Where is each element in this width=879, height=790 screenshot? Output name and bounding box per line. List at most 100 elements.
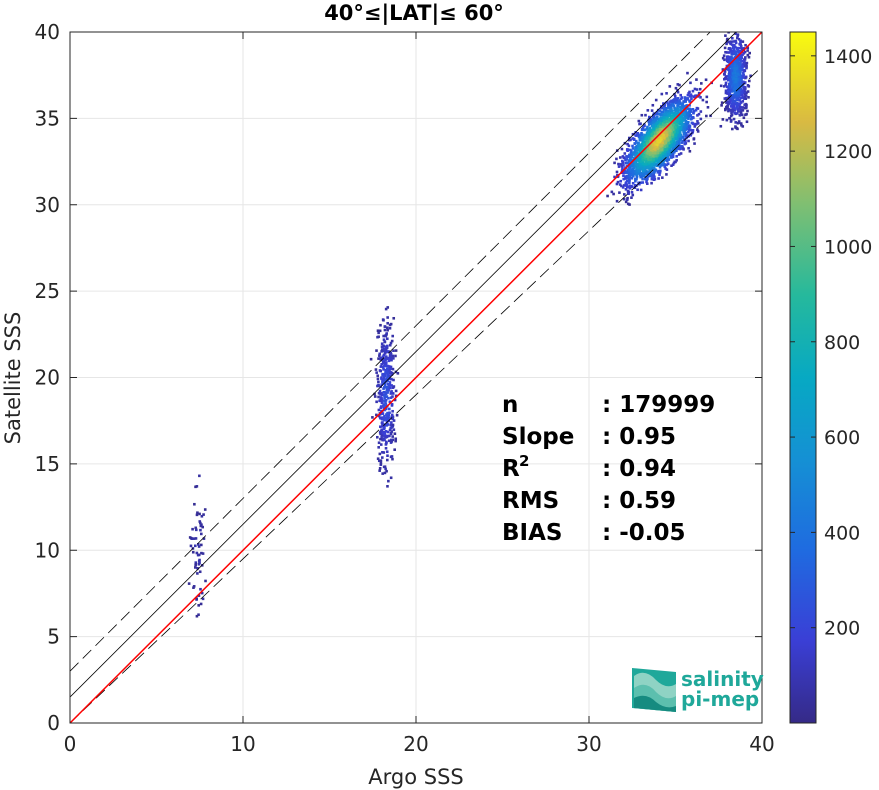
density-cell [670, 115, 673, 118]
density-cell [645, 166, 649, 169]
density-cell [378, 354, 381, 357]
density-cell [663, 112, 667, 116]
density-cell [737, 55, 741, 58]
density-cell [654, 124, 657, 128]
density-cell [674, 86, 678, 90]
density-cell [201, 525, 205, 529]
density-cell [655, 154, 659, 158]
density-cell [390, 384, 393, 387]
density-cell [201, 597, 205, 601]
density-cell [386, 326, 389, 330]
density-cell [688, 107, 691, 111]
density-cell [640, 158, 643, 162]
density-cell [391, 367, 395, 371]
density-cell [383, 349, 387, 353]
density-cell [196, 572, 199, 575]
density-cell [665, 156, 669, 160]
density-cell [622, 174, 625, 177]
density-cell [393, 432, 397, 436]
density-cell [729, 119, 733, 122]
density-cell [631, 147, 635, 150]
density-cell [661, 163, 664, 167]
density-cell [645, 137, 649, 140]
density-cell [659, 164, 663, 167]
density-cell [729, 82, 733, 85]
density-cell [636, 162, 640, 166]
density-cell [393, 448, 396, 451]
density-cell [384, 404, 388, 408]
density-cell [650, 177, 654, 181]
density-cell [377, 446, 380, 449]
density-cell [628, 136, 631, 140]
density-cell [739, 122, 743, 125]
density-cell [379, 365, 383, 368]
density-cell [705, 95, 709, 99]
density-cell [661, 141, 664, 145]
density-cell [740, 47, 744, 50]
density-cell [697, 91, 701, 95]
chart-title: 40°≤|LAT|≤ 60° [324, 1, 504, 26]
density-cell [683, 126, 686, 129]
density-cell [654, 116, 658, 120]
density-cell [194, 537, 198, 540]
density-cell [635, 157, 639, 161]
density-cell [631, 162, 635, 166]
density-cell [659, 121, 663, 124]
density-cell [375, 400, 378, 404]
density-cell [656, 159, 660, 163]
y-tick-label: 25 [35, 279, 60, 303]
density-cell [734, 92, 737, 95]
density-cell [732, 102, 736, 106]
density-cell [382, 334, 385, 338]
density-cell [643, 138, 647, 141]
density-cell [746, 46, 750, 50]
density-cell [384, 402, 388, 405]
density-cell [674, 128, 677, 132]
density-cell [379, 356, 382, 360]
density-cell [726, 78, 730, 82]
density-cell [671, 163, 675, 166]
density-cell [732, 27, 735, 30]
density-cell [628, 153, 631, 157]
density-cell [386, 430, 390, 434]
density-cell [381, 450, 384, 454]
stat-value-rms: : 0.59 [602, 488, 676, 514]
logo-icon [632, 668, 676, 712]
colorbar [789, 31, 817, 724]
density-cell [639, 188, 643, 192]
density-cell [636, 148, 639, 152]
density-cell [390, 339, 394, 343]
density-cell [190, 537, 194, 541]
density-cell [731, 127, 734, 131]
density-cell [730, 75, 734, 79]
density-cell [645, 135, 649, 139]
density-points [187, 27, 752, 618]
density-cell [724, 34, 727, 37]
density-cell [669, 124, 672, 128]
density-cell [384, 443, 388, 446]
density-cell [379, 323, 382, 327]
density-cell [675, 119, 679, 123]
density-cell [705, 114, 708, 118]
density-cell [672, 123, 675, 127]
density-cell [386, 415, 389, 419]
density-cell [725, 51, 729, 54]
density-cell [634, 179, 637, 183]
density-cell [651, 137, 655, 141]
density-cell [369, 357, 373, 361]
density-cell [626, 161, 630, 165]
density-cell [624, 181, 628, 184]
density-cell [381, 373, 384, 377]
density-cell [388, 374, 392, 377]
density-cell [380, 348, 384, 352]
density-cell [640, 138, 643, 142]
density-cell [734, 50, 738, 54]
density-cell [683, 100, 686, 103]
density-cell [677, 153, 681, 156]
density-cell [378, 452, 382, 456]
density-cell [723, 77, 726, 81]
density-cell [389, 396, 393, 399]
density-cell [739, 82, 742, 86]
density-cell [187, 582, 191, 585]
density-cell [640, 149, 644, 152]
